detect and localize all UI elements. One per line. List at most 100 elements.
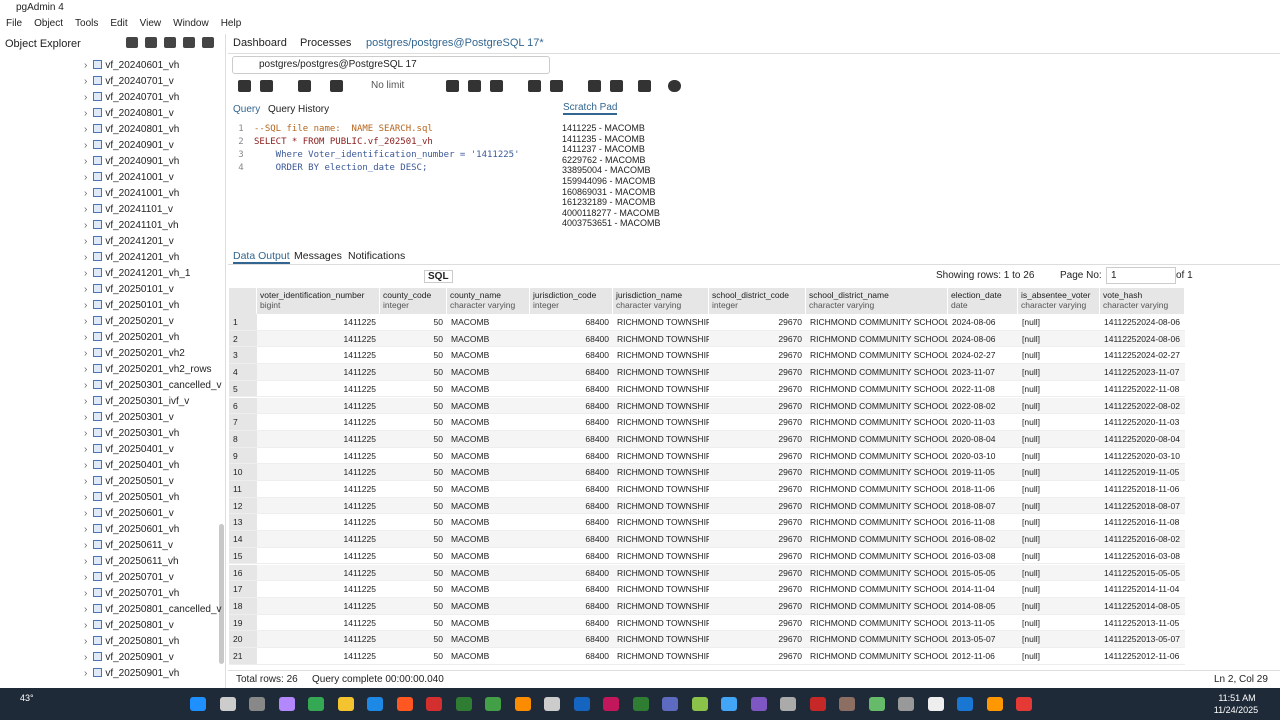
column-header[interactable]: election_date date <box>948 288 1018 314</box>
cell[interactable]: MACOMB <box>447 514 530 532</box>
tree-item[interactable]: vf_20240601_vh <box>84 60 179 76</box>
taskbar-icon[interactable] <box>662 697 678 711</box>
cell[interactable]: 68400 <box>530 364 613 381</box>
taskbar-icon[interactable] <box>190 697 206 711</box>
sql-button[interactable]: SQL <box>424 270 453 283</box>
cell[interactable]: 1411225 <box>257 414 380 431</box>
tree-item[interactable]: vf_20250101_vh <box>84 300 179 316</box>
cell[interactable]: 2024-08-06 <box>948 330 1018 348</box>
cell[interactable]: 1411225 <box>257 497 380 515</box>
cell[interactable]: 68400 <box>530 547 613 565</box>
cell[interactable]: 29670 <box>709 414 806 431</box>
cell[interactable]: 50 <box>380 330 447 348</box>
cell[interactable]: [null] <box>1018 330 1100 348</box>
cell[interactable]: MACOMB <box>447 581 530 598</box>
cell[interactable]: 14112252022-08-02 <box>1100 397 1185 415</box>
sql-editor[interactable]: 1 --SQL file name: NAME SEARCH.sql 2 SELECT… <box>228 122 558 240</box>
tree-item[interactable]: vf_20250611_vh <box>84 556 179 572</box>
cell[interactable]: 2020-08-04 <box>948 430 1018 448</box>
cell[interactable]: 2024-08-06 <box>948 314 1018 331</box>
cell[interactable]: 29670 <box>709 614 806 632</box>
cell[interactable]: MACOMB <box>447 547 530 565</box>
cell[interactable]: 68400 <box>530 314 613 331</box>
tree-item[interactable]: vf_20240801_v <box>84 108 174 124</box>
cell[interactable]: MACOMB <box>447 430 530 448</box>
cell[interactable]: MACOMB <box>447 531 530 548</box>
cell[interactable]: 29670 <box>709 648 806 665</box>
cell[interactable]: 14112252024-02-27 <box>1100 347 1185 365</box>
cell[interactable]: 29670 <box>709 547 806 565</box>
tree-item[interactable]: vf_20240901_vh <box>84 156 179 172</box>
tree-item[interactable]: vf_20241201_v <box>84 236 174 252</box>
cell[interactable]: 50 <box>380 430 447 448</box>
cell[interactable]: RICHMOND TOWNSHIP <box>613 564 709 582</box>
cell[interactable]: 1411225 <box>257 330 380 348</box>
cell[interactable]: [null] <box>1018 380 1100 398</box>
cell[interactable]: RICHMOND TOWNSHIP <box>613 614 709 632</box>
tree-item[interactable]: vf_20241201_vh_1 <box>84 268 190 284</box>
cell[interactable]: MACOMB <box>447 447 530 465</box>
cell[interactable]: RICHMOND COMMUNITY SCHOOLS <box>806 581 948 598</box>
tree-item[interactable]: vf_20250201_vh2 <box>84 348 185 364</box>
tree-item[interactable]: vf_20240901_v <box>84 140 174 156</box>
cell[interactable]: 1411225 <box>257 564 380 582</box>
cell[interactable]: 14112252020-11-03 <box>1100 414 1185 431</box>
taskbar-icon[interactable] <box>278 697 295 711</box>
taskbar-icon[interactable] <box>780 697 796 711</box>
cell[interactable]: RICHMOND COMMUNITY SCHOOLS <box>806 648 948 665</box>
tree-item[interactable]: vf_20250201_vh <box>84 332 179 348</box>
cell[interactable]: 29670 <box>709 447 806 465</box>
cell[interactable]: 29670 <box>709 514 806 532</box>
cell[interactable]: 50 <box>380 414 447 431</box>
tree-item[interactable]: vf_20250901_vh <box>84 668 179 684</box>
cell[interactable]: RICHMOND TOWNSHIP <box>613 464 709 481</box>
cell[interactable]: MACOMB <box>447 330 530 348</box>
cell[interactable]: 14112252016-08-02 <box>1100 531 1185 548</box>
column-header[interactable]: jurisdiction_code integer <box>530 288 613 314</box>
tree-item[interactable]: vf_20250601_vh <box>84 524 179 540</box>
cell[interactable]: RICHMOND TOWNSHIP <box>613 414 709 431</box>
cell[interactable]: RICHMOND TOWNSHIP <box>613 514 709 532</box>
cell[interactable]: 2018-08-07 <box>948 497 1018 515</box>
cell[interactable]: RICHMOND COMMUNITY SCHOOLS <box>806 597 948 615</box>
taskbar-icon[interactable] <box>957 697 973 711</box>
taskbar-icon[interactable] <box>367 697 383 711</box>
cell[interactable]: MACOMB <box>447 314 530 331</box>
cell[interactable]: 50 <box>380 464 447 481</box>
tab[interactable]: Processes <box>300 37 352 49</box>
tree-item[interactable]: vf_20250401_v <box>84 444 174 460</box>
cell[interactable]: 1411225 <box>257 597 380 615</box>
cell[interactable]: [null] <box>1018 481 1100 498</box>
menu-item[interactable]: Help <box>220 18 242 29</box>
cell[interactable]: 50 <box>380 547 447 565</box>
cell[interactable]: 50 <box>380 447 447 465</box>
cell[interactable]: RICHMOND TOWNSHIP <box>613 631 709 648</box>
cell[interactable]: 2020-11-03 <box>948 414 1018 431</box>
tree-item[interactable]: vf_20250301_v <box>84 412 174 428</box>
cell[interactable]: [null] <box>1018 631 1100 648</box>
cell[interactable]: 68400 <box>530 564 613 582</box>
tree-item[interactable]: vf_20241101_v <box>84 204 173 220</box>
cell[interactable]: [null] <box>1018 581 1100 598</box>
taskbar-icon[interactable] <box>691 697 708 711</box>
cell[interactable]: 50 <box>380 564 447 582</box>
cell[interactable]: 29670 <box>709 397 806 415</box>
taskbar-icon[interactable] <box>337 697 354 711</box>
cell[interactable]: 29670 <box>709 330 806 348</box>
cell[interactable]: 2024-02-27 <box>948 347 1018 365</box>
cell[interactable]: MACOMB <box>447 497 530 515</box>
cell[interactable]: 2014-08-05 <box>948 597 1018 615</box>
cell[interactable]: 68400 <box>530 347 613 365</box>
tree-item[interactable]: vf_20250201_v <box>84 316 174 332</box>
cell[interactable]: 1411225 <box>257 430 380 448</box>
cell[interactable]: 50 <box>380 347 447 365</box>
cell[interactable]: RICHMOND COMMUNITY SCHOOLS <box>806 447 948 465</box>
menu-item[interactable]: View <box>139 18 162 29</box>
cell[interactable]: [null] <box>1018 364 1100 381</box>
cell[interactable]: 29670 <box>709 314 806 331</box>
cell[interactable]: MACOMB <box>447 481 530 498</box>
cell[interactable]: MACOMB <box>447 631 530 648</box>
cell[interactable]: 2016-11-08 <box>948 514 1018 532</box>
query-tab[interactable]: Query <box>233 104 261 115</box>
cell[interactable]: 14112252016-03-08 <box>1100 547 1185 565</box>
